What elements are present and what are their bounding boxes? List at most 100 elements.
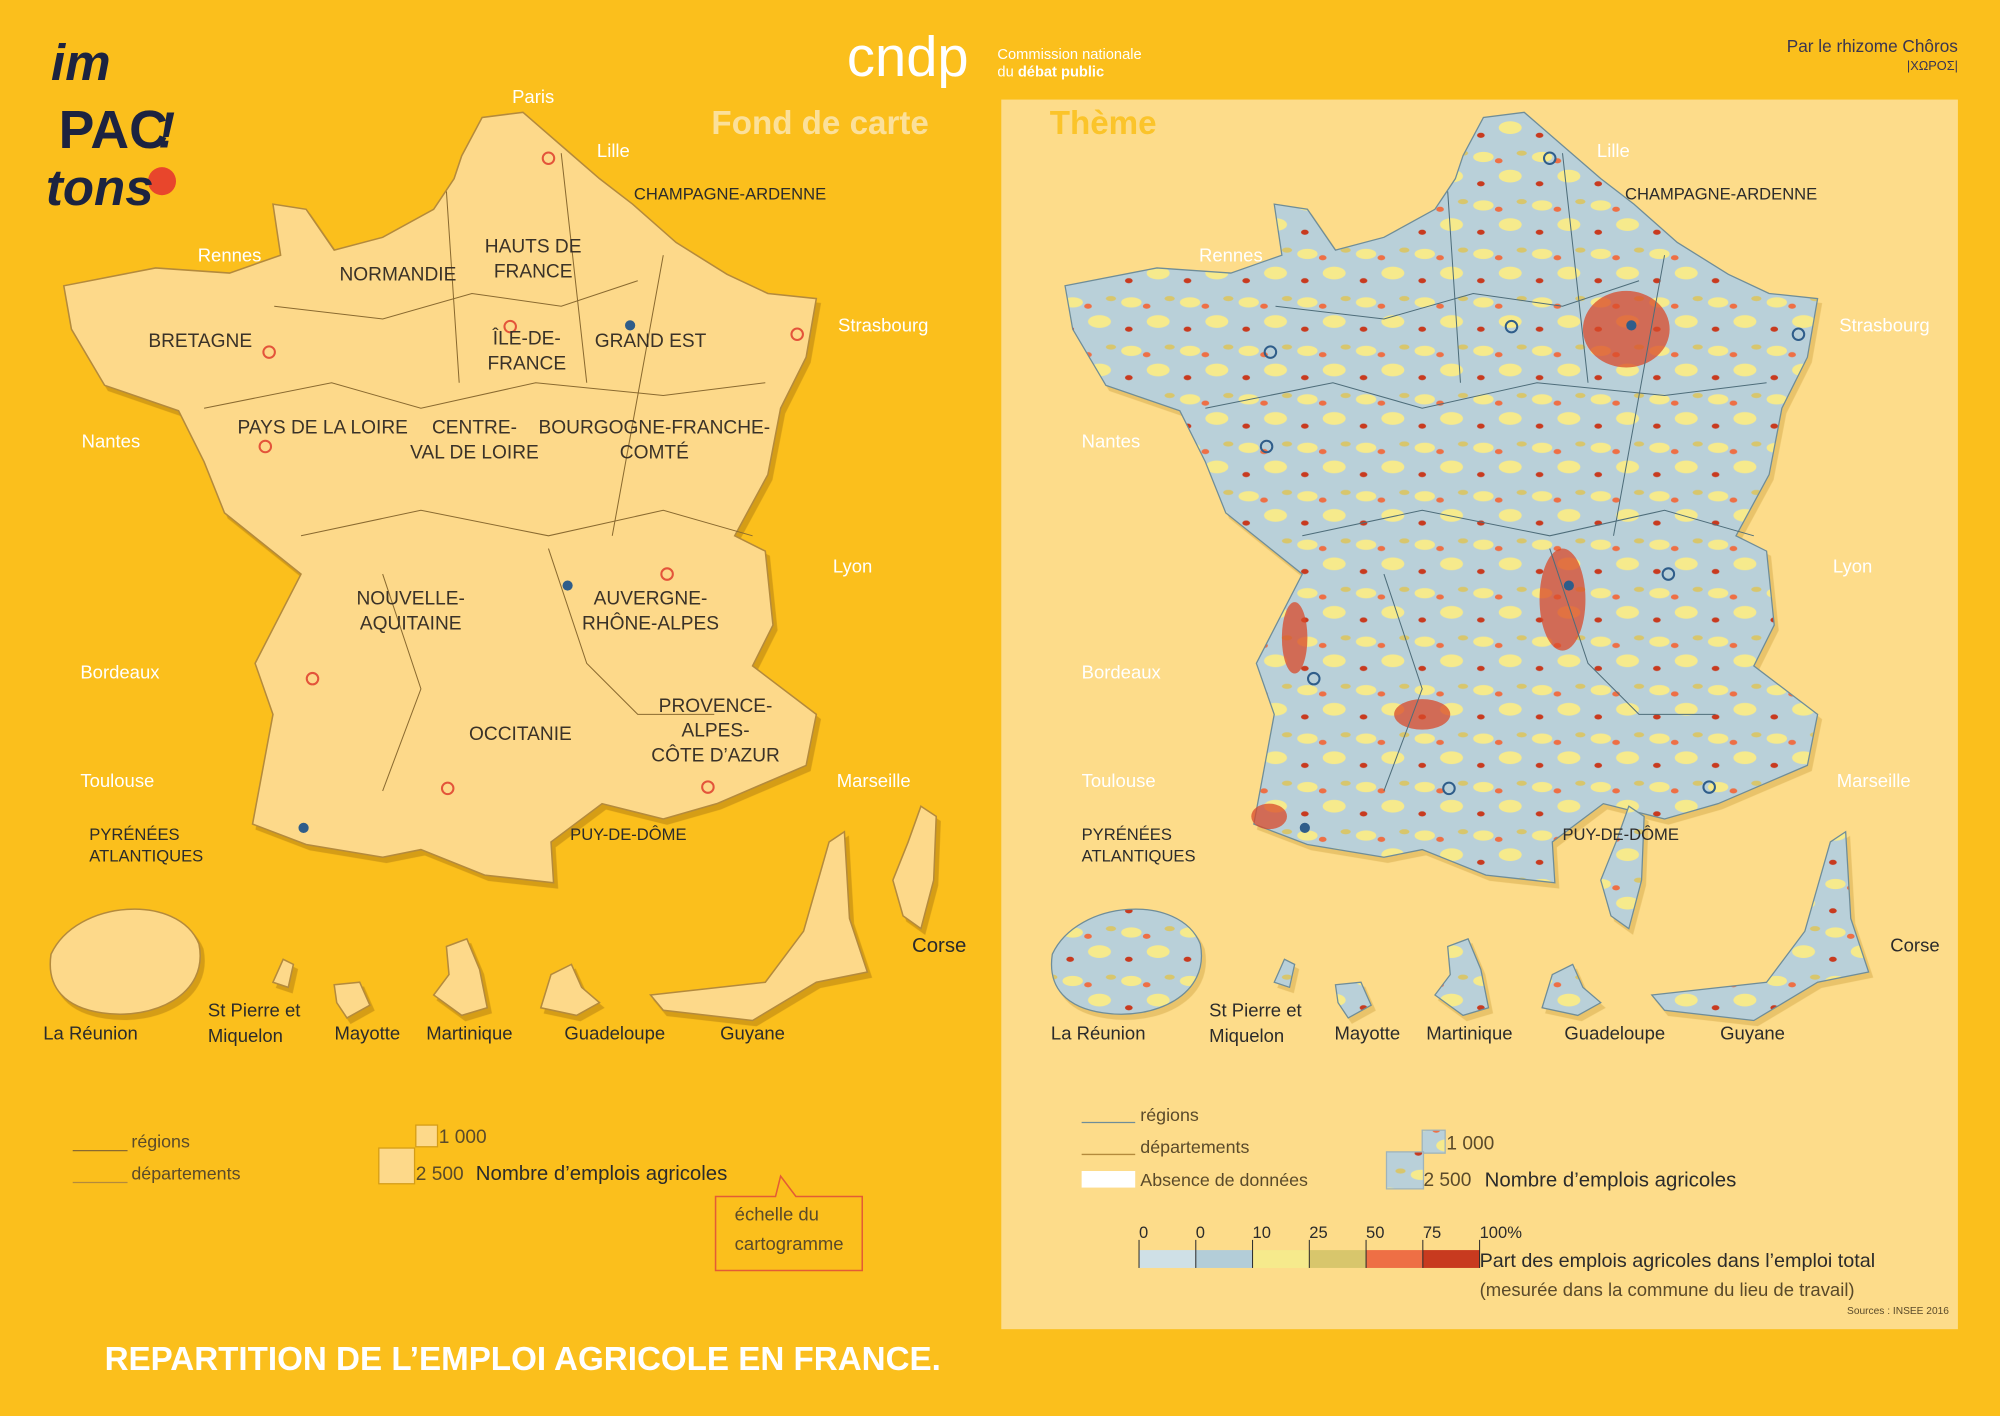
scale-label: 0 xyxy=(1139,1223,1148,1242)
city-marker xyxy=(258,439,273,454)
region-label: BRETAGNE xyxy=(148,331,252,352)
place-label: PYRÉNÉES xyxy=(1082,825,1172,844)
scale-label: 25 xyxy=(1309,1223,1327,1242)
legend-label: départements xyxy=(1140,1137,1249,1157)
place-marker xyxy=(1563,580,1574,591)
territory-label: Corse xyxy=(1890,934,1939,955)
city-marker xyxy=(1307,671,1321,686)
hotspot xyxy=(1394,699,1451,730)
panel-title: Fond de carte xyxy=(711,105,928,142)
logo-text: ! xyxy=(158,102,175,159)
city-marker xyxy=(1263,345,1278,359)
hotspot xyxy=(1582,290,1670,368)
hotspot xyxy=(1281,602,1308,674)
legend-title: Nombre d’emplois agricoles xyxy=(1485,1170,1737,1192)
border xyxy=(203,382,766,409)
region-borders xyxy=(203,153,766,792)
region-label: NORMANDIE xyxy=(340,265,457,286)
city-label: Strasbourg xyxy=(838,315,928,336)
legend-square xyxy=(1421,1129,1446,1154)
region-label: FRANCE xyxy=(494,261,573,282)
scale-swatch xyxy=(1422,1250,1480,1268)
no-data-swatch xyxy=(1081,1171,1136,1188)
logo-text: PAC xyxy=(59,101,168,160)
city-label: Bordeaux xyxy=(1082,661,1162,682)
city-marker xyxy=(790,327,804,342)
city-label: Strasbourg xyxy=(1839,315,1929,336)
city-label: Toulouse xyxy=(80,770,154,791)
city-label: Nantes xyxy=(1082,431,1141,452)
legend-label: Absence de données xyxy=(1140,1170,1308,1190)
logo-text: im xyxy=(51,34,111,91)
place-label: ATLANTIQUES xyxy=(1082,847,1196,866)
city-label: Lyon xyxy=(1833,556,1872,577)
hotspot xyxy=(1539,548,1586,651)
territory-label: Martinique xyxy=(1426,1022,1512,1043)
territory-label: Guadeloupe xyxy=(1564,1022,1665,1043)
territory-label: Guyane xyxy=(1720,1022,1785,1043)
legend-square xyxy=(1385,1151,1425,1190)
scale-swatch xyxy=(1309,1250,1367,1268)
territory-label: Miquelon xyxy=(208,1025,283,1046)
place-marker xyxy=(1299,822,1310,833)
place-label: CHAMPAGNE-ARDENNE xyxy=(1625,185,1817,204)
region-label: PAYS DE LA LOIRE xyxy=(237,418,407,439)
territory-label: La Réunion xyxy=(1051,1022,1146,1043)
place-marker xyxy=(562,580,573,591)
border xyxy=(1447,153,1666,536)
territory-label: La Réunion xyxy=(43,1022,138,1043)
region-label: AUVERGNE- xyxy=(594,589,708,610)
region-label: AQUITAINE xyxy=(360,614,462,635)
scale-swatch xyxy=(1195,1250,1253,1268)
legend-label: 2 500 xyxy=(416,1164,464,1185)
org-line: Commission nationale xyxy=(997,47,1141,63)
region-label: BOURGOGNE-FRANCHE- xyxy=(539,418,771,439)
callout-text: cartogramme xyxy=(735,1233,844,1254)
legend-label: régions xyxy=(131,1132,190,1152)
panel-title: Thème xyxy=(1050,105,1157,142)
border xyxy=(274,280,638,320)
border xyxy=(382,548,715,792)
legend-square xyxy=(415,1124,439,1148)
city-marker xyxy=(305,671,320,686)
region-label: NOUVELLE- xyxy=(357,589,465,610)
border xyxy=(1205,382,1767,409)
city-label: Rennes xyxy=(1199,244,1263,265)
region-borders xyxy=(1205,153,1767,792)
legend-label: départements xyxy=(131,1164,240,1184)
credit-sub: |ΧΩΡΟΣ| xyxy=(1907,58,1958,73)
territory-label: Mayotte xyxy=(1334,1022,1400,1043)
city-marker xyxy=(541,151,556,166)
territory-label: Guyane xyxy=(720,1022,785,1043)
territory-label: Martinique xyxy=(426,1022,512,1043)
place-label: PUY-DE-DÔME xyxy=(570,825,686,844)
region-label: OCCITANIE xyxy=(469,724,572,745)
place-marker xyxy=(625,320,636,331)
border xyxy=(445,153,664,536)
city-marker xyxy=(1791,327,1806,342)
scale-label: 50 xyxy=(1366,1223,1384,1242)
city-label: Toulouse xyxy=(1082,770,1156,791)
callout-box xyxy=(714,1174,864,1272)
territory-label: Miquelon xyxy=(1209,1025,1284,1046)
region-label: CÔTE D’AZUR xyxy=(651,745,780,767)
city-marker xyxy=(1702,780,1716,794)
org-name: cndp xyxy=(847,25,969,88)
source: Sources : INSEE 2016 xyxy=(1847,1306,1949,1317)
city-label: Paris xyxy=(512,86,554,107)
scale-label: 0 xyxy=(1196,1223,1205,1242)
scale-title: Part des emplois agricoles dans l’emploi… xyxy=(1480,1250,1876,1272)
city-label: Nantes xyxy=(82,431,141,452)
scale-label: 75 xyxy=(1423,1223,1441,1242)
territory-label: Corse xyxy=(912,935,966,957)
region-label: HAUTS DE xyxy=(485,237,582,258)
border xyxy=(1302,509,1754,537)
city-marker xyxy=(1661,567,1676,581)
city-marker xyxy=(262,345,276,359)
credit: Par le rhizome Chôros xyxy=(1787,36,1958,56)
legend-label: 2 500 xyxy=(1423,1170,1471,1191)
territory-label: St Pierre et xyxy=(1209,999,1301,1020)
place-marker xyxy=(298,822,309,833)
region-label: COMTÉ xyxy=(620,443,689,464)
